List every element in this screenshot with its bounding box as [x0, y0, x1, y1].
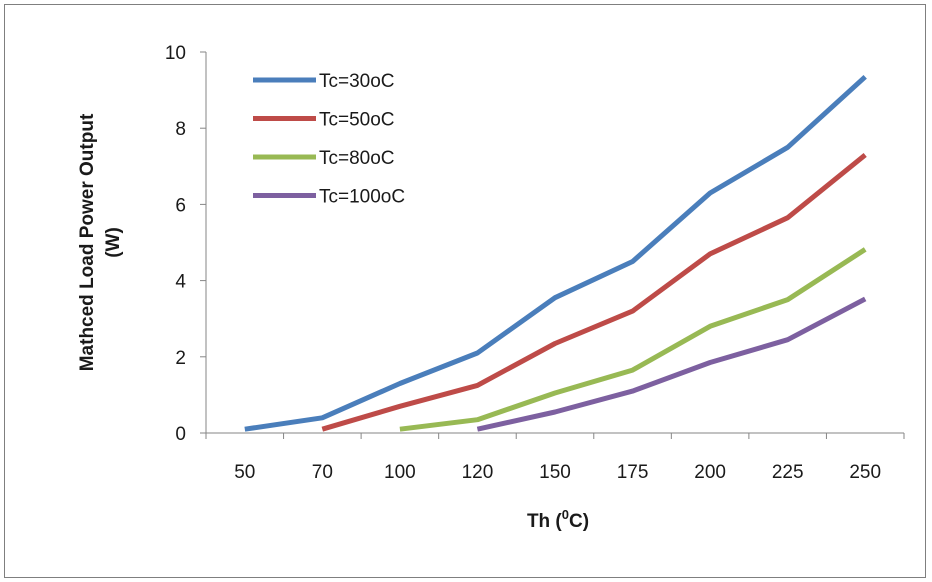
x-tick-label: 225 [772, 462, 804, 483]
y-axis-title-line1: Mathced Load Power Output [77, 113, 98, 371]
x-tick-label: 150 [539, 462, 571, 483]
y-tick-label: 0 [175, 424, 186, 445]
legend-item: Tc=80oC [253, 148, 395, 169]
series-line-4 [476, 296, 867, 432]
y-axis-title-line2: (W) [103, 227, 124, 258]
y-tick-label: 6 [175, 195, 186, 216]
legend-label: Tc=50oC [319, 110, 395, 131]
y-tick-label: 2 [175, 348, 186, 369]
series-line-3 [399, 247, 867, 432]
x-tick-label: 250 [849, 462, 881, 483]
x-tick-label: 200 [694, 462, 726, 483]
legend-label: Tc=80oC [319, 148, 395, 169]
y-axis-title: Mathced Load Power Output (W) [77, 113, 124, 371]
legend-item: Tc=30oC [253, 71, 395, 92]
x-axis-title-end: C) [569, 511, 589, 532]
legend-item: Tc=100oC [253, 187, 405, 208]
legend-label: Tc=100oC [319, 187, 405, 208]
x-tick-label: 100 [384, 462, 416, 483]
ticks: 0 2 4 6 8 10 50 70 100 120 150 175 200 225 250 [165, 43, 905, 483]
chart-frame: 0 2 4 6 8 10 50 70 100 120 150 175 200 225 250 Tc=30oC… [4, 4, 926, 578]
series-line-1 [244, 74, 867, 432]
x-tick-label: 175 [617, 462, 649, 483]
x-tick-label: 50 [234, 462, 255, 483]
y-tick-label: 10 [165, 43, 186, 64]
y-tick-label: 8 [175, 119, 186, 140]
series-lines [244, 74, 867, 432]
x-axis-title-sup: 0 [562, 507, 569, 522]
axes [205, 52, 904, 434]
y-tick-label: 4 [175, 272, 186, 293]
legend-label: Tc=30oC [319, 71, 395, 92]
x-axis-title: Th (0C) [527, 507, 589, 532]
x-axis-title-main: Th ( [527, 511, 562, 532]
legend: Tc=30oC Tc=50oC Tc=80oC Tc=100oC [253, 71, 405, 208]
line-chart: 0 2 4 6 8 10 50 70 100 120 150 175 200 225 250 Tc=30oC… [77, 43, 905, 532]
series-line-2 [321, 152, 867, 432]
legend-item: Tc=50oC [253, 110, 395, 131]
x-tick-label: 120 [462, 462, 494, 483]
x-tick-label: 70 [312, 462, 333, 483]
